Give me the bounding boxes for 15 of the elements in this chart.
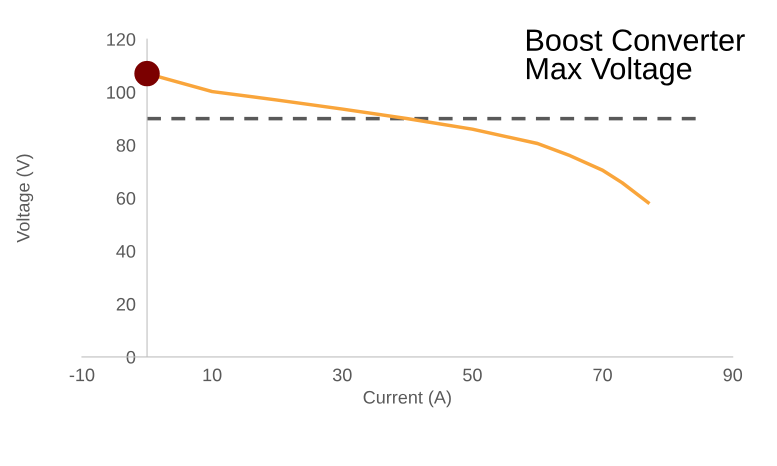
y-tick-label: 40 (116, 244, 136, 258)
x-tick-label: -10 (70, 368, 94, 382)
y-tick-label: 100 (107, 86, 136, 99)
x-tick-label: 50 (463, 368, 482, 382)
x-tick-label: 30 (332, 368, 352, 382)
y-tick-label: 80 (116, 139, 136, 152)
ref-line-label: Boost Converter Max Voltage (526, 29, 745, 86)
y-tick-label: 120 (107, 33, 136, 46)
y-tick-label: 20 (116, 298, 136, 311)
y-axis-title: Voltage (V) (16, 154, 34, 243)
x-tick-label: 90 (724, 368, 742, 382)
y-tick-label: 60 (116, 192, 136, 205)
x-tick-label: 70 (593, 368, 612, 382)
x-axis-title: Current (A) (364, 390, 451, 408)
x-tick-label: 10 (203, 368, 222, 382)
